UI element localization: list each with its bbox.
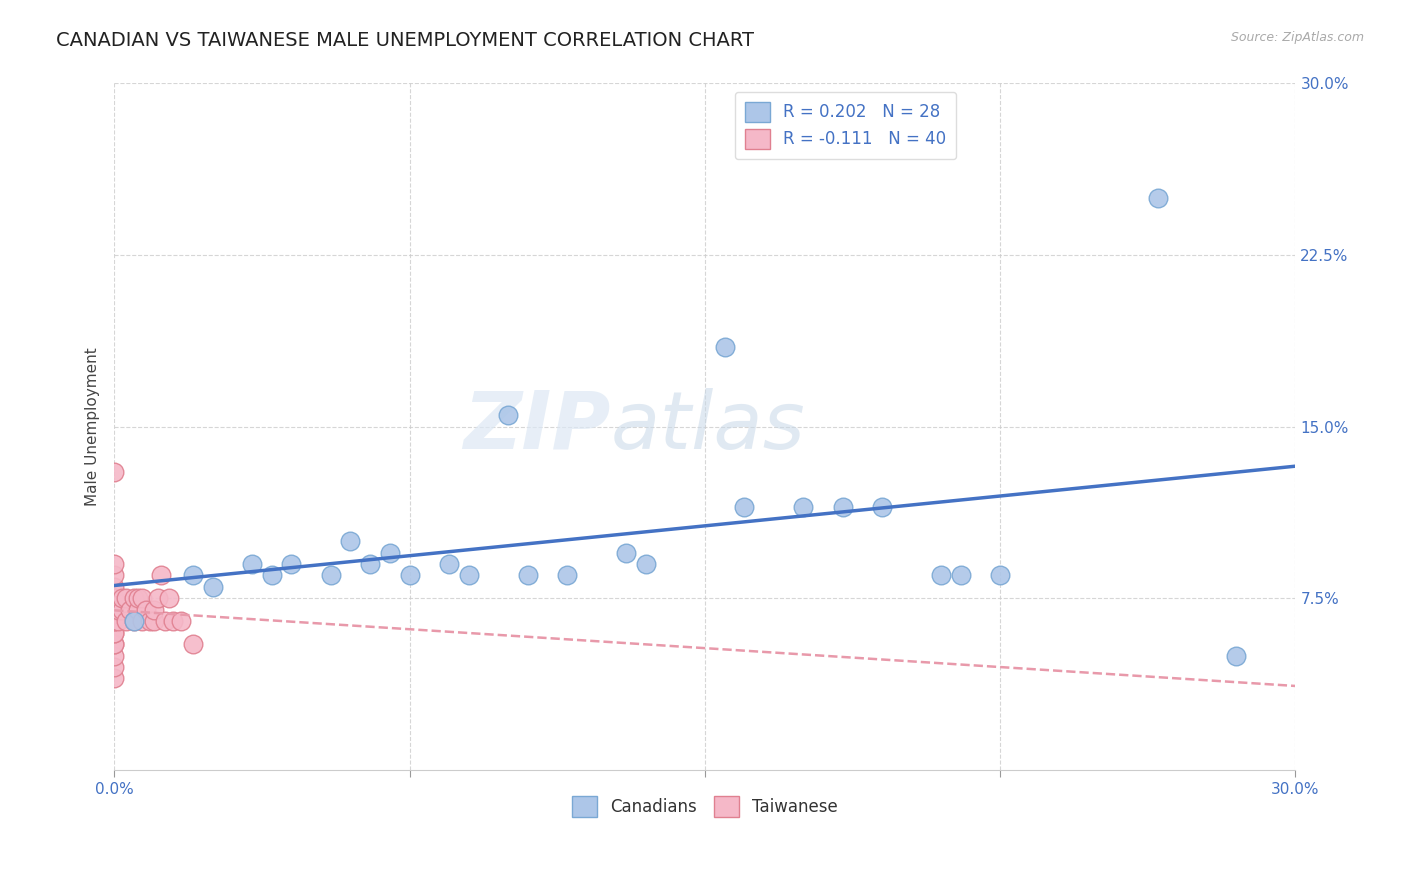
Text: CANADIAN VS TAIWANESE MALE UNEMPLOYMENT CORRELATION CHART: CANADIAN VS TAIWANESE MALE UNEMPLOYMENT …: [56, 31, 754, 50]
Point: [142, 603, 165, 617]
Point: [103, 614, 125, 628]
Point: [516, 568, 538, 582]
Point: [103, 625, 125, 640]
Point: [201, 580, 224, 594]
Point: [107, 614, 129, 628]
Point: [181, 568, 204, 582]
Point: [792, 500, 814, 514]
Point: [103, 580, 125, 594]
Point: [131, 614, 153, 628]
Point: [103, 637, 125, 651]
Point: [457, 568, 479, 582]
Point: [1225, 648, 1247, 663]
Point: [122, 614, 145, 628]
Point: [831, 500, 853, 514]
Point: [733, 500, 755, 514]
Legend: Canadians, Taiwanese: Canadians, Taiwanese: [565, 789, 845, 823]
Point: [378, 545, 401, 559]
Point: [929, 568, 952, 582]
Point: [170, 614, 193, 628]
Point: [122, 591, 145, 606]
Text: ZIP: ZIP: [463, 388, 610, 466]
Point: [359, 557, 381, 571]
Point: [634, 557, 657, 571]
Point: [1146, 191, 1168, 205]
Point: [496, 409, 519, 423]
Point: [115, 591, 138, 606]
Point: [142, 614, 165, 628]
Point: [146, 591, 169, 606]
Point: [107, 603, 129, 617]
Point: [555, 568, 578, 582]
Point: [949, 568, 972, 582]
Point: [319, 568, 342, 582]
Point: [103, 568, 125, 582]
Point: [103, 591, 125, 606]
Point: [103, 625, 125, 640]
Point: [103, 591, 125, 606]
Point: [150, 568, 173, 582]
Point: [103, 466, 125, 480]
Point: [155, 614, 177, 628]
Point: [103, 672, 125, 686]
Point: [118, 603, 141, 617]
Point: [111, 603, 134, 617]
Point: [398, 568, 420, 582]
Point: [870, 500, 893, 514]
Point: [103, 557, 125, 571]
Y-axis label: Male Unemployment: Male Unemployment: [86, 347, 100, 506]
Point: [103, 660, 125, 674]
Point: [181, 637, 204, 651]
Point: [131, 591, 153, 606]
Point: [157, 591, 180, 606]
Point: [988, 568, 1011, 582]
Point: [339, 534, 361, 549]
Point: [103, 648, 125, 663]
Point: [111, 591, 134, 606]
Point: [138, 614, 160, 628]
Point: [614, 545, 637, 559]
Point: [240, 557, 263, 571]
Point: [103, 637, 125, 651]
Point: [162, 614, 184, 628]
Point: [127, 591, 149, 606]
Point: [135, 603, 157, 617]
Text: Source: ZipAtlas.com: Source: ZipAtlas.com: [1230, 31, 1364, 45]
Point: [103, 603, 125, 617]
Point: [260, 568, 283, 582]
Point: [122, 614, 145, 628]
Text: atlas: atlas: [610, 388, 806, 466]
Point: [437, 557, 460, 571]
Point: [127, 603, 149, 617]
Point: [103, 614, 125, 628]
Point: [115, 614, 138, 628]
Point: [713, 340, 735, 354]
Point: [280, 557, 302, 571]
